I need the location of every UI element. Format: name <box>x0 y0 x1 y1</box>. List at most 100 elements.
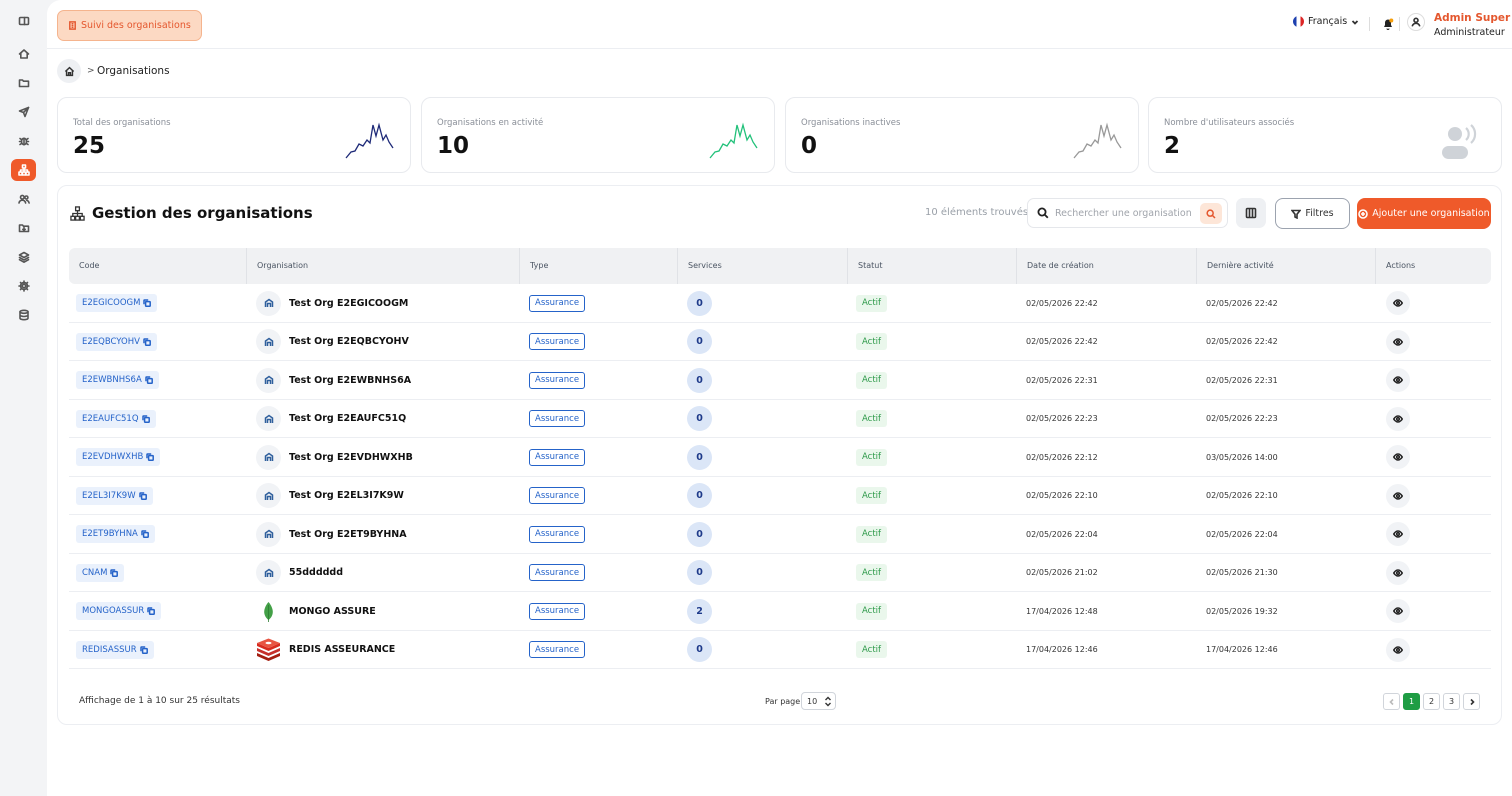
org-code-chip[interactable]: E2EL3I7K9W <box>76 486 153 505</box>
view-button[interactable] <box>1386 368 1410 392</box>
filters-button[interactable]: Filtres <box>1275 198 1350 229</box>
table-row[interactable]: E2EAUFC51Q Test Org E2EAUFC51Q Assurance 0 A… <box>69 400 1491 438</box>
view-button[interactable] <box>1386 291 1410 315</box>
stat-label: Organisations en activité <box>437 118 544 128</box>
table-row[interactable]: REDISASSUR REDIS ASSEURANCE Assurance 0 Acti… <box>69 631 1491 669</box>
column-header[interactable]: Type <box>519 248 548 284</box>
page-button[interactable]: 3 <box>1443 693 1460 710</box>
user-role: Administrateur <box>1434 27 1505 38</box>
table-row[interactable]: E2EQBCYOHV Test Org E2EQBCYOHV Assurance 0 A… <box>69 323 1491 361</box>
column-header[interactable]: Organisation <box>246 248 308 284</box>
add-organization-button[interactable]: Ajouter une organisation <box>1357 198 1491 229</box>
eye-icon <box>1393 376 1403 384</box>
org-type-badge: Assurance <box>529 641 586 658</box>
view-button[interactable] <box>1386 483 1410 508</box>
org-name[interactable]: Test Org E2EGICOOGM <box>289 297 409 309</box>
prev-page-button[interactable] <box>1383 693 1400 710</box>
sidebar-item-send[interactable] <box>11 101 36 123</box>
column-header[interactable]: Statut <box>847 248 882 284</box>
services-count: 0 <box>687 406 712 431</box>
eye-icon <box>1393 607 1403 615</box>
view-button[interactable] <box>1386 637 1410 662</box>
org-name[interactable]: 55dddddd <box>289 567 344 578</box>
org-code-chip[interactable]: E2EAUFC51Q <box>76 409 156 428</box>
page-button[interactable]: 1 <box>1403 693 1420 710</box>
column-header[interactable]: Code <box>79 261 100 270</box>
services-count: 0 <box>687 521 712 547</box>
sidebar-item-organization[interactable] <box>11 159 36 181</box>
language-selector[interactable]: Français <box>1293 16 1359 27</box>
sidebar-item-bug[interactable] <box>11 130 36 152</box>
org-name[interactable]: Test Org E2ET9BYHNA <box>289 528 407 540</box>
breadcrumb-home[interactable] <box>57 59 81 83</box>
next-page-button[interactable] <box>1463 693 1480 710</box>
org-name[interactable]: Test Org E2EVDHWXHB <box>289 451 413 463</box>
org-name[interactable]: REDIS ASSEURANCE <box>289 644 396 655</box>
home-icon <box>64 66 74 76</box>
stat-label: Organisations inactives <box>801 118 901 128</box>
org-code-chip[interactable]: REDISASSUR <box>76 640 154 659</box>
table-row[interactable]: E2EWBNHS6A Test Org E2EWBNHS6A Assurance 0 A… <box>69 361 1491 400</box>
org-name[interactable]: MONGO ASSURE <box>289 605 376 617</box>
org-code: E2EQBCYOHV <box>82 336 140 347</box>
sidebar-item-users[interactable] <box>11 188 36 210</box>
org-code-chip[interactable]: E2EGICOOGM <box>76 294 158 312</box>
org-name[interactable]: Test Org E2EAUFC51Q <box>289 413 407 424</box>
view-button[interactable] <box>1386 445 1410 469</box>
last-activity-date: 02/05/2026 22:04 <box>1206 529 1278 539</box>
sidebar-item-layers[interactable] <box>11 246 36 268</box>
org-code-chip[interactable]: E2EQBCYOHV <box>76 332 157 351</box>
copy-icon <box>110 568 119 577</box>
view-button[interactable] <box>1386 522 1410 546</box>
org-name[interactable]: Test Org E2EQBCYOHV <box>289 336 409 347</box>
building-icon <box>264 529 273 538</box>
column-header[interactable]: Dernière activité <box>1196 248 1274 284</box>
org-name[interactable]: Test Org E2EWBNHS6A <box>289 374 412 386</box>
sidebar-item-settings[interactable] <box>11 275 36 297</box>
org-code-chip[interactable]: E2EVDHWXHB <box>76 448 161 466</box>
table-row[interactable]: CNAM 55dddddd Assurance 0 Actif 02/05/2026 21… <box>69 554 1491 592</box>
page-button[interactable]: 2 <box>1423 693 1440 710</box>
organization-logo <box>256 483 281 508</box>
sidebar-item-folder[interactable] <box>11 72 36 94</box>
copy-icon <box>138 491 147 500</box>
org-name[interactable]: Test Org E2EL3I7K9W <box>289 490 404 501</box>
sidebar-item-folder-download[interactable] <box>11 217 36 239</box>
per-page-label: Par page <box>765 697 801 706</box>
bell-icon[interactable] <box>1382 17 1394 31</box>
table-row[interactable]: E2EVDHWXHB Test Org E2EVDHWXHB Assurance 0 A… <box>69 438 1491 477</box>
view-button[interactable] <box>1386 599 1410 623</box>
status-badge: Actif <box>856 602 888 620</box>
sidebar-item-sidebar-toggle[interactable] <box>11 10 36 32</box>
eye-icon <box>1393 453 1403 461</box>
panel-title: Gestion des organisations <box>92 204 313 222</box>
org-type-badge: Assurance <box>529 564 586 581</box>
org-code-chip[interactable]: CNAM <box>76 563 125 582</box>
stat-label: Nombre d'utilisateurs associés <box>1164 118 1295 128</box>
user-name[interactable]: Admin Super <box>1434 12 1511 24</box>
table-row[interactable]: E2EL3I7K9W Test Org E2EL3I7K9W Assurance 0 A… <box>69 477 1491 515</box>
columns-button[interactable] <box>1236 198 1266 228</box>
column-header[interactable]: Actions <box>1375 248 1415 284</box>
user-avatar[interactable] <box>1407 13 1425 31</box>
per-page-select[interactable]: 10 <box>801 692 836 710</box>
search-button[interactable] <box>1200 203 1222 224</box>
org-code-chip[interactable]: E2ET9BYHNA <box>76 525 155 543</box>
view-button[interactable] <box>1386 560 1410 585</box>
sidebar-item-home[interactable] <box>11 43 36 65</box>
main-content: Suivi des organisations Français Admin S… <box>47 0 1512 796</box>
column-header[interactable]: Date de création <box>1016 248 1094 284</box>
view-button[interactable] <box>1386 406 1410 431</box>
section-chip[interactable]: Suivi des organisations <box>57 10 202 41</box>
search-input[interactable] <box>1055 205 1195 222</box>
created-date: 02/05/2026 22:42 <box>1026 337 1098 346</box>
created-date: 02/05/2026 22:31 <box>1026 375 1098 385</box>
table-row[interactable]: E2EGICOOGM Test Org E2EGICOOGM Assurance 0 A… <box>69 284 1491 323</box>
org-code-chip[interactable]: MONGOASSUR <box>76 602 162 620</box>
table-row[interactable]: E2ET9BYHNA Test Org E2ET9BYHNA Assurance 0 A… <box>69 515 1491 554</box>
sidebar-item-database[interactable] <box>11 304 36 326</box>
column-header[interactable]: Services <box>677 248 722 284</box>
view-button[interactable] <box>1386 329 1410 354</box>
org-code-chip[interactable]: E2EWBNHS6A <box>76 371 159 389</box>
table-row[interactable]: MONGOASSUR MONGO ASSURE Assurance 2 Actif 17/… <box>69 592 1491 631</box>
